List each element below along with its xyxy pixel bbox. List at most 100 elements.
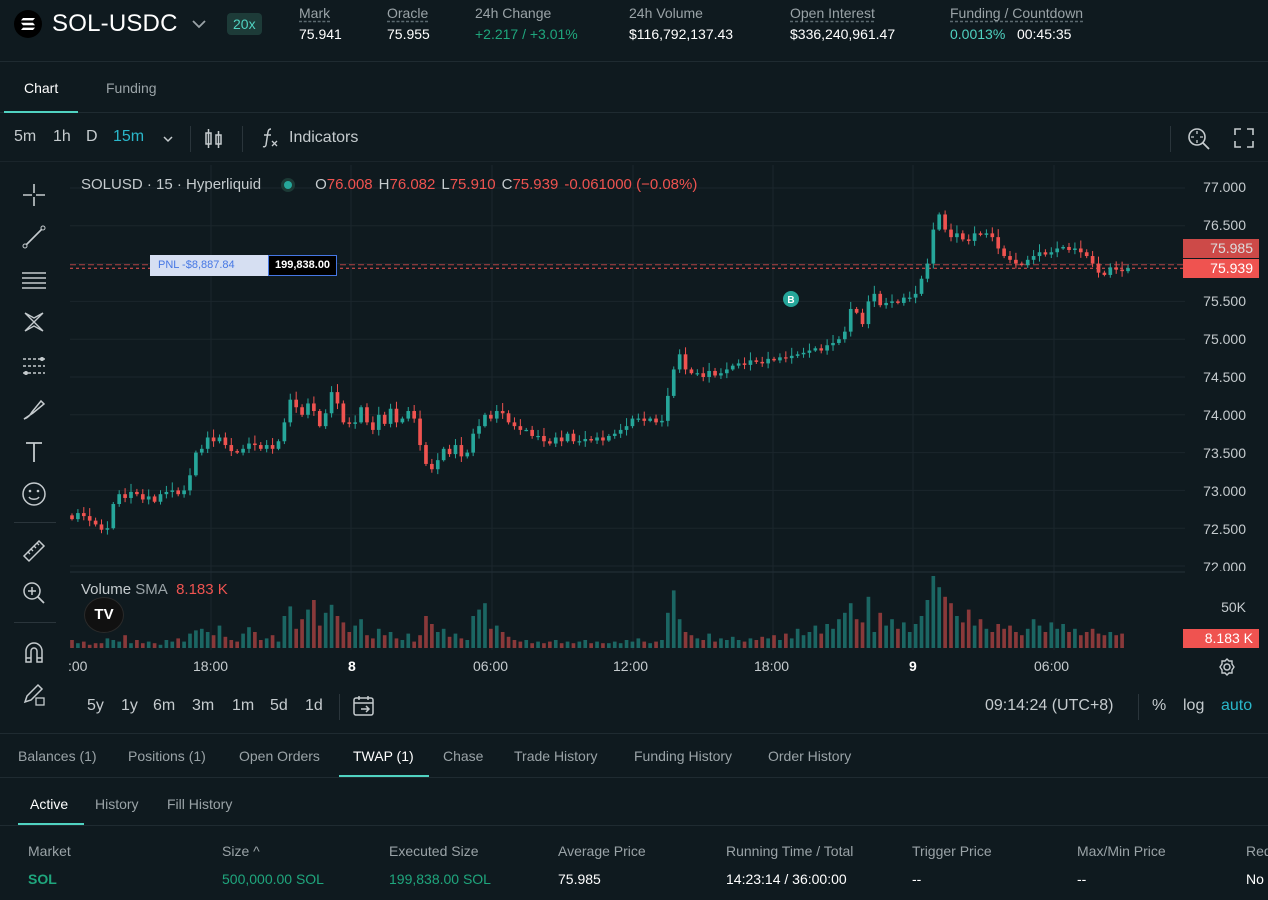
tab-order-history[interactable]: Order History (768, 748, 852, 764)
volume-bar (772, 635, 776, 648)
symbol-selector[interactable]: SOL-USDC (14, 10, 210, 38)
volume-bar (140, 643, 145, 648)
volume-bar (459, 638, 464, 648)
leverage-badge[interactable]: 20x (227, 13, 262, 35)
col-trigger-price[interactable]: Trigger Price (912, 843, 992, 859)
horizontal-lines-icon[interactable] (18, 264, 50, 296)
col-executed-size[interactable]: Executed Size (389, 843, 479, 859)
range-5d[interactable]: 5d (270, 697, 288, 714)
tools-divider (14, 522, 56, 523)
cell-trigger-price: -- (912, 871, 922, 887)
candle-body (913, 293, 918, 298)
col-running-time[interactable]: Running Time / Total (726, 843, 854, 859)
candle-body (211, 437, 216, 442)
search-zoom-icon[interactable] (1186, 126, 1212, 152)
volume-bar (489, 628, 493, 648)
emoji-icon[interactable] (18, 478, 50, 510)
tab-open-orders[interactable]: Open Orders (239, 748, 320, 764)
ohlc-change: -0.061000 (−0.08%) (564, 176, 698, 193)
zoom-in-icon[interactable] (18, 577, 50, 609)
tab-chart[interactable]: Chart (4, 66, 79, 113)
tab-positions[interactable]: Positions (1) (128, 748, 206, 764)
subtab-history[interactable]: History (95, 796, 139, 812)
auto-scale-toggle[interactable]: auto (1221, 697, 1253, 714)
fib-levels-icon[interactable] (18, 350, 50, 382)
fullscreen-icon[interactable] (1233, 127, 1255, 149)
text-tool-icon[interactable] (18, 436, 50, 468)
volume-bar (188, 633, 192, 648)
volume-bar (601, 643, 605, 648)
candle-body (135, 491, 139, 495)
volume-bar (435, 632, 440, 648)
col-size[interactable]: Size ^ (222, 843, 260, 859)
indicators-button[interactable]: Indicators (259, 126, 358, 150)
tab-funding[interactable]: Funding (106, 80, 157, 96)
percent-scale-toggle[interactable]: % (1152, 697, 1167, 714)
cell-market[interactable]: SOL (28, 871, 57, 887)
magnet-icon[interactable] (18, 636, 50, 668)
subtab-active[interactable]: Active (30, 796, 69, 812)
brush-icon[interactable] (18, 393, 50, 425)
volume-bar (453, 633, 458, 648)
candle-body (371, 422, 375, 430)
col-market[interactable]: Market (28, 843, 71, 859)
range-5y[interactable]: 5y (87, 697, 104, 714)
funding-values: 0.0013% 00:45:35 (950, 23, 1083, 45)
volume-bar (559, 643, 564, 648)
subtab-fill-history[interactable]: Fill History (167, 796, 233, 812)
candle-body (376, 414, 381, 430)
calendar-goto-icon[interactable] (352, 694, 376, 718)
timeframe-1h[interactable]: 1h (53, 128, 71, 145)
candle-body (123, 494, 127, 498)
tab-chase[interactable]: Chase (443, 748, 484, 764)
volume-bar (388, 632, 393, 648)
candle-body (789, 355, 794, 359)
col-average-price[interactable]: Average Price (558, 843, 646, 859)
trend-line-icon[interactable] (18, 221, 50, 253)
range-1y[interactable]: 1y (121, 697, 138, 714)
tab-twap[interactable]: TWAP (1) (353, 748, 414, 764)
range-3m[interactable]: 3m (192, 697, 215, 714)
timeframe-d[interactable]: D (86, 128, 98, 145)
range-1m[interactable]: 1m (232, 697, 255, 714)
chart-clock[interactable]: 09:14:24 (UTC+8) (985, 697, 1114, 714)
candle-body (919, 278, 924, 294)
candle-body (955, 233, 959, 238)
candle-body (571, 433, 576, 442)
range-1d[interactable]: 1d (305, 697, 323, 714)
tab-balances[interactable]: Balances (1) (18, 748, 97, 764)
pattern-icon[interactable] (18, 306, 50, 338)
candle-body (730, 365, 735, 370)
volume-bar (571, 643, 576, 648)
timeframe-15m[interactable]: 15m (113, 128, 145, 145)
pnl-position-label[interactable]: PNL -$8,887.84 199,838.00 (150, 255, 338, 276)
volume-bar (1067, 632, 1071, 648)
log-scale-toggle[interactable]: log (1183, 697, 1205, 714)
candle-body (890, 301, 894, 303)
tradingview-logo[interactable]: TV (84, 597, 124, 633)
crosshair-icon[interactable] (18, 179, 50, 211)
tab-trade-history[interactable]: Trade History (514, 748, 598, 764)
chevron-down-icon[interactable] (161, 132, 175, 146)
volume-bar (896, 628, 900, 648)
tab-funding-history[interactable]: Funding History (634, 748, 733, 764)
volume-bar (359, 619, 363, 648)
candle-body (465, 452, 470, 457)
candle-body (1090, 256, 1095, 264)
volume-bar (612, 641, 617, 648)
candle-body (388, 408, 393, 424)
col-reduce-only[interactable]: Red (1246, 843, 1268, 859)
col-max-min-price[interactable]: Max/Min Price (1077, 843, 1166, 859)
pencil-lock-icon[interactable] (18, 678, 50, 710)
range-6m[interactable]: 6m (153, 697, 176, 714)
chart-settings-icon[interactable] (1216, 656, 1238, 678)
candle-body (430, 463, 434, 470)
candle-body (559, 437, 564, 442)
timeframe-5m[interactable]: 5m (14, 128, 37, 145)
volume-bar (477, 609, 481, 648)
volume-bar (382, 635, 387, 648)
candles-icon[interactable] (203, 127, 225, 151)
time-axis-label: 06:00 (473, 658, 509, 674)
ruler-icon[interactable] (18, 535, 50, 567)
volume-bar (306, 609, 310, 648)
